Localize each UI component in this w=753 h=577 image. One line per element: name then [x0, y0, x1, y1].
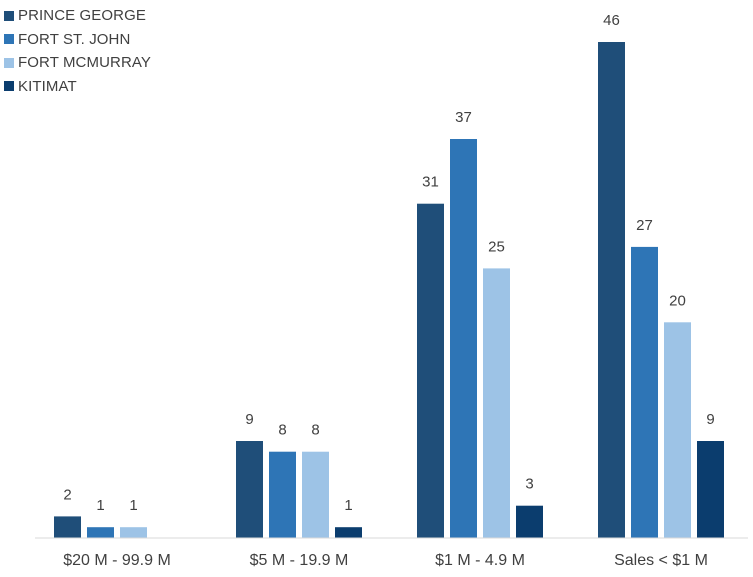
bar-fort-st-john-2 — [450, 139, 477, 538]
bar-prince-george-0 — [54, 516, 81, 538]
data-label-prince-george-0: 2 — [63, 486, 71, 503]
bar-fort-mcmurray-1 — [302, 451, 329, 538]
legend-item: FORT MCMURRAY — [4, 51, 151, 75]
bar-prince-george-1 — [236, 441, 263, 538]
bar-kitimat-1 — [335, 527, 362, 538]
legend-swatch-kitimat — [4, 81, 14, 92]
legend-item: PRINCE GEORGE — [4, 4, 151, 28]
data-label-kitimat-1: 1 — [344, 497, 352, 514]
bar-fort-mcmurray-2 — [483, 268, 510, 538]
data-label-kitimat-3: 9 — [706, 411, 714, 428]
data-label-fort-st-john-3: 27 — [636, 217, 653, 234]
data-label-fort-st-john-1: 8 — [278, 422, 286, 439]
bar-kitimat-3 — [697, 441, 724, 538]
legend-label-kitimat: KITIMAT — [18, 77, 77, 95]
legend-swatch-prince-george — [4, 10, 14, 21]
data-label-kitimat-2: 3 — [525, 476, 533, 493]
value-labels-group: 2 1 1 9 8 8 1 31 37 25 3 46 27 20 9 — [63, 12, 714, 514]
data-label-prince-george-3: 46 — [603, 12, 620, 29]
legend: PRINCE GEORGE FORT ST. JOHN FORT MCMURRA… — [4, 4, 151, 98]
bar-prince-george-3 — [598, 42, 625, 538]
bar-fort-mcmurray-0 — [120, 527, 147, 538]
legend-item: KITIMAT — [4, 75, 151, 99]
category-label-2: $1 M - 4.9 M — [435, 552, 525, 569]
bar-fort-st-john-0 — [87, 527, 114, 538]
bar-prince-george-2 — [417, 203, 444, 538]
data-label-prince-george-1: 9 — [245, 411, 253, 428]
category-labels-group: $20 M - 99.9 M $5 M - 19.9 M $1 M - 4.9 M S… — [63, 552, 708, 569]
bar-kitimat-2 — [516, 505, 543, 538]
legend-swatch-fort-st-john — [4, 34, 14, 45]
category-label-1: $5 M - 19.9 M — [250, 552, 349, 569]
legend-label-fort-st-john: FORT ST. JOHN — [18, 30, 131, 48]
data-label-fort-mcmurray-3: 20 — [669, 292, 686, 309]
bar-fort-st-john-1 — [269, 451, 296, 538]
data-label-fort-mcmurray-1: 8 — [311, 422, 319, 439]
legend-swatch-fort-mcmurray — [4, 57, 14, 68]
legend-item: FORT ST. JOHN — [4, 28, 151, 52]
category-label-0: $20 M - 99.9 M — [63, 552, 171, 569]
legend-label-fort-mcmurray: FORT MCMURRAY — [18, 54, 151, 72]
category-label-3: Sales < $1 M — [614, 552, 708, 569]
bars-group — [54, 42, 724, 538]
data-label-fort-mcmurray-2: 25 — [488, 238, 505, 255]
data-label-prince-george-2: 31 — [422, 174, 439, 191]
data-label-fort-st-john-0: 1 — [96, 497, 104, 514]
data-label-fort-st-john-2: 37 — [455, 109, 472, 126]
data-label-fort-mcmurray-0: 1 — [129, 497, 137, 514]
legend-label-prince-george: PRINCE GEORGE — [18, 7, 146, 25]
bar-fort-mcmurray-3 — [664, 322, 691, 538]
bar-fort-st-john-3 — [631, 246, 658, 538]
